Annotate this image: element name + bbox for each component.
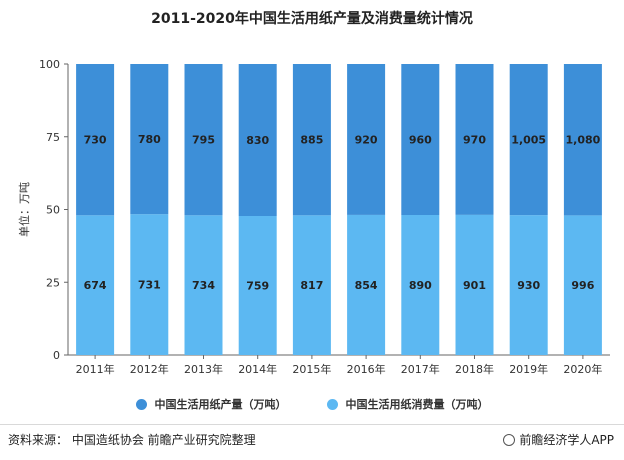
stacked-bar-chart: 0 25 50 75 100 单位：万吨 674 730 2011年 731 780 2012年 734…: [0, 0, 624, 400]
data-label-consumption-6: 890: [409, 279, 432, 292]
data-label-consumption-7: 901: [463, 279, 486, 292]
legend-label-production: 中国生活用纸产量（万吨）: [155, 396, 287, 412]
legend: 中国生活用纸产量（万吨） 中国生活用纸消费量（万吨）: [0, 396, 624, 412]
brand-name: 前瞻经济学人APP: [519, 431, 614, 448]
x-tick-label-3: 2014年: [238, 362, 277, 376]
data-label-consumption-8: 930: [517, 279, 540, 292]
data-label-consumption-2: 734: [192, 279, 215, 292]
data-label-production-8: 1,005: [511, 134, 546, 147]
y-axis-title: 单位：万吨: [17, 182, 31, 237]
x-tick-label-4: 2015年: [292, 362, 331, 376]
brand-logo-icon: [503, 434, 515, 446]
y-tick-label-1: 25: [46, 276, 60, 289]
x-tick-label-0: 2011年: [76, 362, 115, 376]
x-tick-label-5: 2016年: [347, 362, 386, 376]
y-tick-label-2: 50: [46, 204, 60, 217]
data-label-production-1: 780: [138, 133, 161, 146]
legend-label-consumption: 中国生活用纸消费量（万吨）: [346, 396, 489, 412]
x-tick-label-8: 2019年: [509, 362, 548, 376]
data-label-consumption-4: 817: [300, 279, 323, 292]
legend-item-production[interactable]: 中国生活用纸产量（万吨）: [136, 396, 287, 412]
legend-swatch-production: [136, 399, 147, 410]
x-tick-label-2: 2013年: [184, 362, 223, 376]
data-label-production-5: 920: [355, 133, 378, 146]
source-note: 资料来源： 中国造纸协会 前瞻产业研究院整理: [8, 431, 256, 448]
y-tick-label-4: 100: [39, 58, 60, 71]
data-label-consumption-3: 759: [246, 280, 269, 293]
y-tick-label-0: 0: [53, 349, 60, 362]
data-label-production-4: 885: [300, 134, 323, 147]
data-label-consumption-5: 854: [355, 279, 378, 292]
data-label-production-7: 970: [463, 133, 486, 146]
x-tick-label-7: 2018年: [455, 362, 494, 376]
y-tick-label-3: 75: [46, 131, 60, 144]
data-label-production-6: 960: [409, 134, 432, 147]
data-label-production-2: 795: [192, 134, 215, 147]
x-tick-label-1: 2012年: [130, 362, 169, 376]
legend-item-consumption[interactable]: 中国生活用纸消费量（万吨）: [327, 396, 489, 412]
data-label-consumption-9: 996: [571, 279, 594, 292]
x-tick-label-9: 2020年: [563, 362, 602, 376]
data-label-production-0: 730: [84, 134, 107, 147]
legend-swatch-consumption: [327, 399, 338, 410]
brand: 前瞻经济学人APP: [503, 431, 614, 448]
x-tick-label-6: 2017年: [401, 362, 440, 376]
footer-divider: [0, 424, 624, 425]
data-label-production-9: 1,080: [566, 134, 601, 147]
data-label-production-3: 830: [246, 134, 269, 147]
data-label-consumption-0: 674: [84, 279, 107, 292]
data-label-consumption-1: 731: [138, 279, 161, 292]
